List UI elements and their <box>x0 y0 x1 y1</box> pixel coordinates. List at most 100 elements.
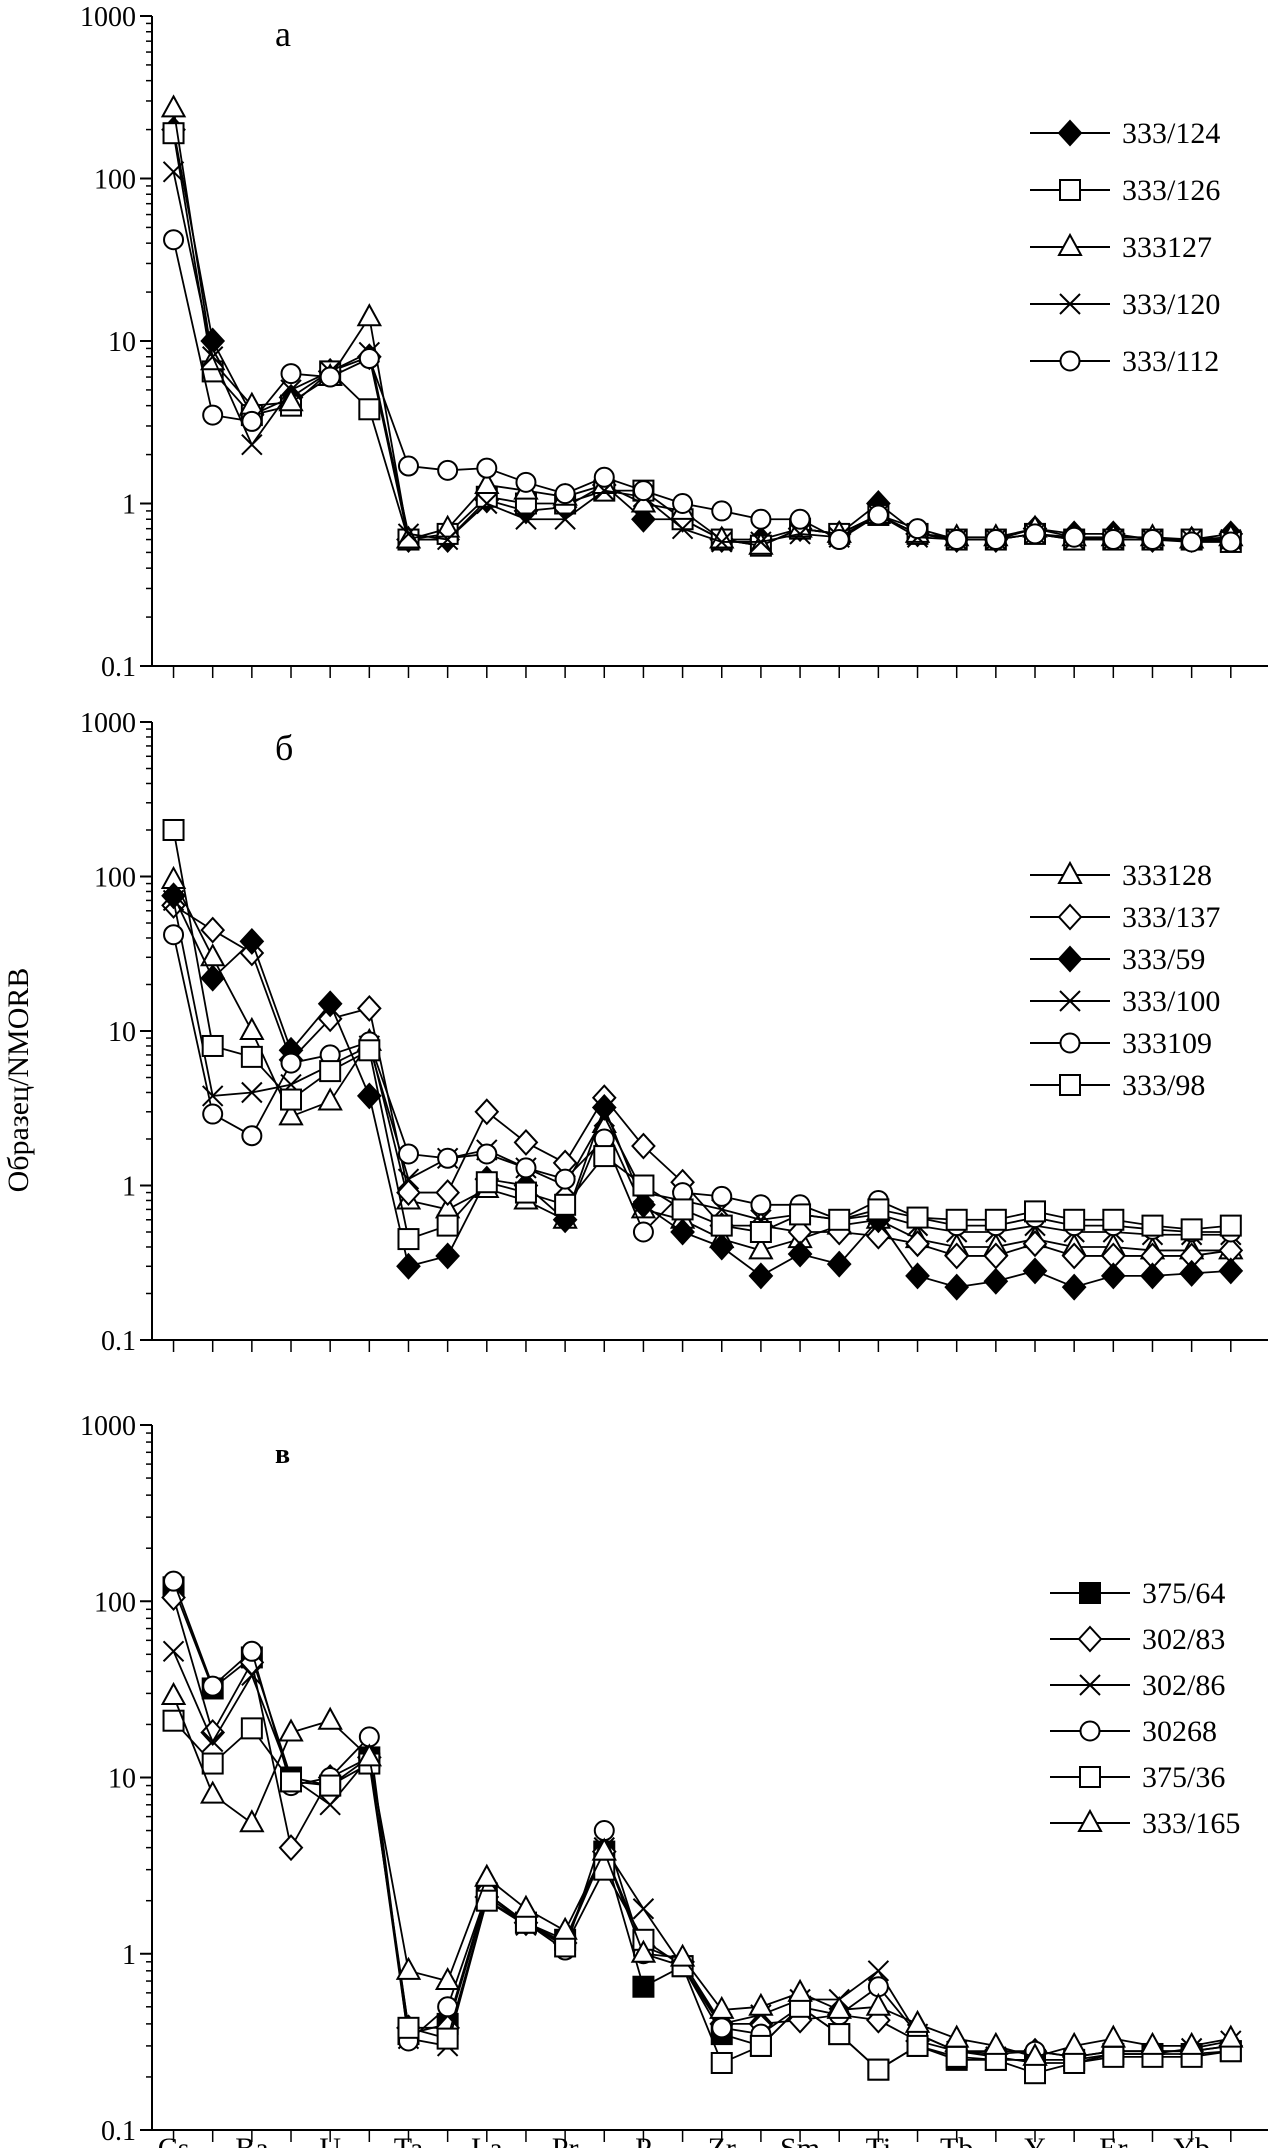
y-tick-label: 1000 <box>80 2 136 33</box>
data-point <box>593 466 615 488</box>
data-point <box>1024 2062 1047 2085</box>
data-point <box>474 1863 500 1887</box>
data-point <box>436 2027 459 2050</box>
x-tick-label: Er <box>1099 2132 1127 2148</box>
data-point <box>554 483 576 505</box>
data-point <box>1024 1200 1047 1223</box>
data-point <box>319 1060 342 1083</box>
data-point <box>434 1966 461 1991</box>
data-point <box>201 1730 224 1753</box>
legend-label: 333109 <box>1122 1027 1212 1060</box>
data-point <box>554 1193 577 1216</box>
panel-0: 0.1 1 10 100 1000 а 333/124 333/126 333127 333/12… <box>80 2 1268 683</box>
data-point <box>1141 1214 1164 1237</box>
data-point <box>554 508 576 530</box>
series-333-98 <box>162 818 1242 1251</box>
legend-marker <box>1057 945 1083 973</box>
series-302-86 <box>162 1640 1242 2074</box>
data-point <box>1063 526 1085 548</box>
data-point <box>162 818 185 841</box>
data-point <box>826 1995 852 2019</box>
data-point <box>1139 2031 1166 2055</box>
data-point <box>241 434 263 456</box>
data-point <box>905 1262 930 1290</box>
legend-label: 375/36 <box>1142 1761 1225 1794</box>
data-point <box>475 1889 498 1912</box>
data-point <box>395 525 422 549</box>
legend-marker <box>1059 293 1081 315</box>
series-line <box>172 879 1231 1252</box>
data-point <box>826 1250 852 1278</box>
data-point <box>358 1039 381 1062</box>
data-point <box>358 348 380 370</box>
data-point <box>241 1664 263 1687</box>
legend-marker <box>1077 1625 1103 1653</box>
legend-label: 333/126 <box>1122 174 1220 207</box>
data-point <box>867 1198 890 1221</box>
data-point <box>828 1208 851 1231</box>
legend-marker <box>1079 1720 1101 1742</box>
data-point <box>240 1045 263 1068</box>
data-point <box>396 1179 421 1207</box>
legend-marker <box>1057 119 1083 147</box>
data-point <box>672 493 694 514</box>
x-tick-label: Yb <box>1173 2132 1210 2148</box>
series-333127 <box>160 94 1244 555</box>
data-point <box>160 94 187 118</box>
y-tick-label: 0.1 <box>101 2116 136 2147</box>
legend-label: 302/83 <box>1142 1623 1225 1656</box>
data-point <box>163 1570 185 1592</box>
series-line <box>172 1695 1231 2058</box>
data-point <box>749 1221 772 1244</box>
data-point <box>1061 1273 1087 1301</box>
legend-marker <box>1057 232 1083 256</box>
data-point <box>513 1894 539 1918</box>
data-point <box>319 1774 342 1797</box>
data-point <box>201 1034 224 1057</box>
legend-label: 333/98 <box>1122 1069 1205 1102</box>
data-point <box>513 1128 539 1156</box>
data-point <box>748 1262 774 1290</box>
series-line <box>172 239 1231 543</box>
x-tick-label: Y <box>1024 2132 1046 2148</box>
series-line <box>172 171 1231 543</box>
data-point <box>1063 1208 1086 1231</box>
data-point <box>789 508 811 530</box>
panel-label: б <box>275 728 293 768</box>
data-point <box>984 1208 1007 1231</box>
data-point <box>163 229 185 251</box>
data-point <box>317 1005 343 1033</box>
series-line <box>172 1580 1231 2058</box>
data-point <box>280 363 302 385</box>
data-point <box>944 2024 970 2048</box>
legend-label: 302/86 <box>1142 1669 1225 1702</box>
data-point <box>358 398 381 421</box>
data-point <box>163 924 185 946</box>
y-tick-label: 1 <box>122 1940 136 1971</box>
data-point <box>278 1834 304 1862</box>
data-point <box>749 2034 772 2057</box>
series-line <box>172 829 1231 1241</box>
data-point <box>476 1143 498 1165</box>
data-point <box>1218 1257 1244 1285</box>
data-point <box>397 523 420 545</box>
data-point <box>319 366 341 388</box>
data-point <box>278 1718 304 1742</box>
legend-marker <box>1077 1808 1103 1832</box>
data-point <box>1102 529 1124 551</box>
data-point <box>1022 1230 1048 1258</box>
data-point <box>280 1052 302 1074</box>
legend-marker <box>1059 1032 1081 1054</box>
data-point <box>554 1168 576 1190</box>
series-line <box>172 1720 1231 2075</box>
x-tick-label: Tb <box>940 2132 973 2148</box>
data-point <box>201 346 224 368</box>
panel-label: в <box>275 1439 290 1470</box>
data-point <box>280 379 302 401</box>
data-point <box>396 1252 421 1280</box>
data-point <box>1179 1259 1204 1287</box>
data-point <box>591 1093 617 1121</box>
data-point <box>435 1242 460 1270</box>
x-tick-label: Ti <box>866 2132 892 2148</box>
data-point <box>711 1185 733 1207</box>
